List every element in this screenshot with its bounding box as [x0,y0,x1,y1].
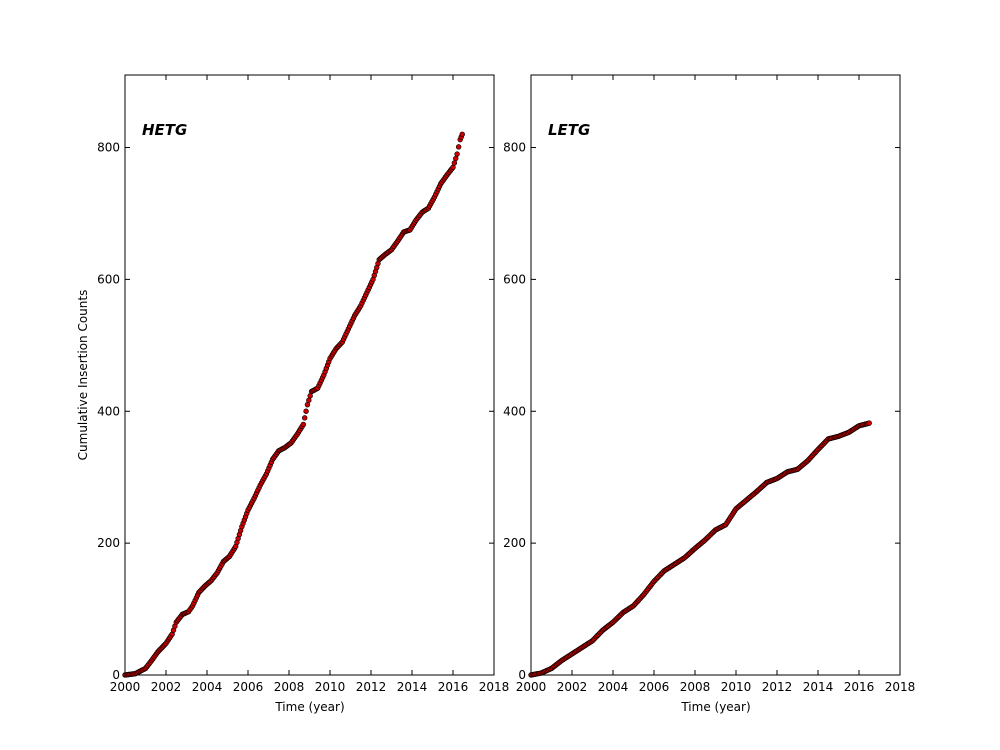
data-point-letg [866,420,872,426]
plot-frame-letg [530,74,901,676]
x-tick-label-letg: 2002 [557,680,588,694]
y-tick-label-hetg: 200 [97,536,120,550]
x-tick-label-hetg: 2006 [233,680,264,694]
data-point-hetg [451,160,458,166]
y-tick-label-hetg: 0 [112,668,120,682]
y-tick-label-letg: 800 [503,141,526,155]
data-point-hetg [300,421,307,428]
x-tick-label-letg: 2008 [680,680,711,694]
x-tick-label-letg: 2010 [721,680,752,694]
y-tick-label-letg: 600 [503,272,526,286]
x-tick-label-letg: 2014 [803,680,834,694]
data-point-hetg [307,393,313,399]
letg-panel: Time (year) 2000 2002 2004 2006 2008 2010 2012… [503,74,916,714]
y-tick-label-letg: 0 [518,668,526,682]
x-axis-label-letg: Time (year) [680,700,750,714]
x-tick-label-hetg: 2014 [397,680,428,694]
x-tick-label-hetg: 2016 [438,680,469,694]
data-point-hetg [306,397,312,403]
x-tick-label-letg: 2000 [516,680,547,694]
x-tick-label-hetg: 2000 [110,680,141,694]
x-tick-label-letg: 2006 [639,680,670,694]
x-tick-label-hetg: 2012 [356,680,387,694]
data-point-hetg [455,144,462,150]
x-tick-label-letg: 2016 [844,680,875,694]
hetg-panel: Time (year) Cumulative Insertion Counts … [76,74,510,714]
data-point-hetg [304,401,311,408]
data-point-hetg [454,151,460,157]
panel-label-hetg: HETG [142,121,187,139]
x-tick-label-hetg: 2004 [192,680,223,694]
x-tick-label-letg: 2012 [762,680,793,694]
data-point-hetg [450,164,456,171]
y-tick-label-hetg: 600 [97,272,120,286]
y-tick-label-hetg: 800 [97,141,120,155]
x-tick-label-hetg: 2010 [315,680,346,694]
data-point-hetg [303,408,309,414]
data-point-hetg [302,415,308,421]
x-tick-label-letg: 2004 [598,680,629,694]
panel-label-letg: LETG [548,121,590,139]
y-axis-label: Cumulative Insertion Counts [76,290,90,461]
x-tick-label-letg: 2018 [885,680,916,694]
x-tick-label-hetg: 2002 [151,680,182,694]
x-axis-label-hetg: Time (year) [274,700,344,714]
y-tick-label-letg: 200 [503,536,526,550]
y-tick-label-letg: 400 [503,404,526,418]
data-point-hetg [453,155,459,162]
x-tick-label-hetg: 2008 [274,680,305,694]
data-point-hetg [459,131,465,138]
x-tick-label-hetg: 2018 [479,680,510,694]
y-tick-label-hetg: 400 [97,404,120,418]
plot-frame-hetg [124,74,495,676]
